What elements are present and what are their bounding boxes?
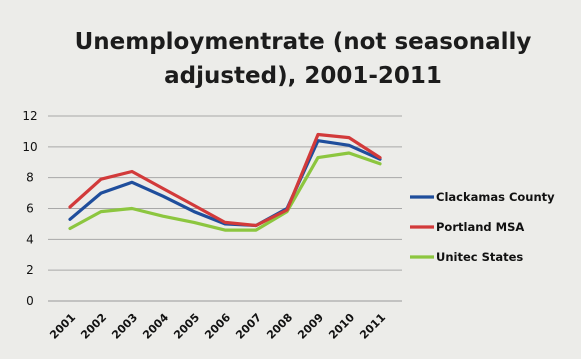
x-tick-label: 2006: [202, 311, 233, 342]
x-tick-label: 2007: [233, 311, 264, 342]
x-tick-label: 2008: [264, 311, 295, 342]
y-tick-label: 6: [26, 202, 34, 216]
x-tick-label: 2010: [326, 311, 357, 342]
y-tick-label: 0: [26, 294, 34, 308]
series-line-0: [68, 139, 382, 228]
series-line-2: [68, 151, 382, 232]
legend-label-2: Unitec States: [436, 250, 523, 264]
x-tick-label: 2009: [295, 311, 326, 342]
x-tick-label: 2002: [78, 311, 109, 342]
legend-label-1: Portland MSA: [436, 220, 524, 234]
chart-title-line-2: adjusted), 2001-2011: [164, 63, 442, 89]
series-line-1: [68, 132, 382, 228]
x-tick-label: 2003: [109, 311, 140, 342]
y-axis-ticks: 0 2 4 6 8 10 12: [22, 109, 37, 308]
chart-title-line-1: Unemploymentrate (not seasonally: [75, 29, 532, 55]
y-tick-label: 10: [22, 140, 37, 154]
y-tick-label: 8: [26, 171, 34, 185]
x-tick-label: 2005: [171, 311, 202, 342]
x-tick-label: 2001: [47, 311, 78, 342]
y-tick-label: 12: [22, 109, 37, 123]
legend-label-0: Clackamas County: [436, 190, 555, 204]
series-lines: [68, 132, 382, 232]
x-tick-label: 2004: [140, 311, 171, 342]
y-tick-label: 2: [26, 263, 34, 277]
y-tick-label: 4: [26, 232, 34, 246]
legend: Clackamas County Portland MSA Unitec State…: [410, 190, 555, 264]
x-axis-ticks: 2001 2002 2003 2004 2005 2006 2007 2008 2009 2010…: [47, 311, 388, 342]
x-tick-label: 2011: [357, 311, 388, 342]
